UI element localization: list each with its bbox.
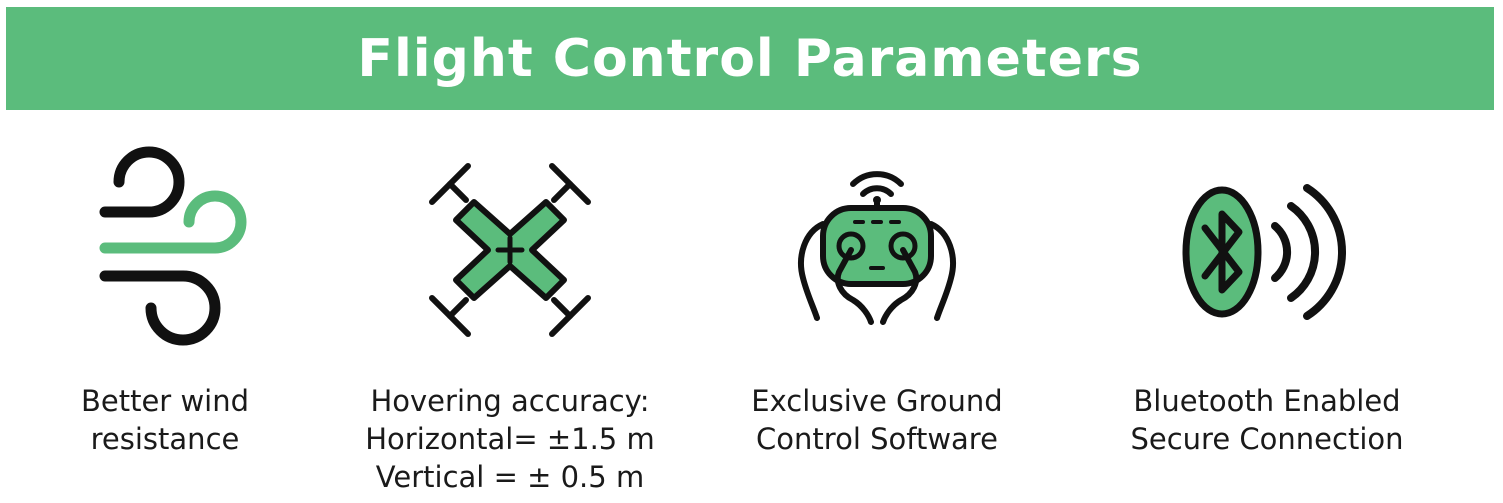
feature-caption: Better wind resistance [0,382,345,458]
caption-line: Better wind [80,384,250,418]
title-banner: Flight Control Parameters [6,7,1494,110]
feature-wind-resistance: Better wind resistance [0,146,345,500]
caption-line: Bluetooth Enabled [1133,384,1401,418]
caption-line: Exclusive Ground [751,384,1003,418]
caption-line: Horizontal= ±1.5 m [365,422,655,456]
feature-caption: Exclusive Ground Control Software [697,382,1057,458]
feature-bluetooth-connection: Bluetooth Enabled Secure Connection [1087,160,1447,500]
feature-caption: Bluetooth Enabled Secure Connection [1087,382,1447,458]
bluetooth-icon [1182,184,1346,320]
caption-line: Secure Connection [1130,422,1404,456]
remote-controller-icon [798,171,956,325]
drone-icon [429,163,591,337]
feature-caption: Hovering accuracy: Horizontal= ±1.5 m Ve… [330,382,690,496]
caption-line: Hovering accuracy: [370,384,650,418]
caption-line: Vertical = ± 0.5 m [375,460,645,494]
caption-line: resistance [90,422,240,456]
page-title: Flight Control Parameters [357,28,1143,89]
wind-icon [99,146,247,346]
feature-ground-control-software: Exclusive Ground Control Software [697,160,1057,500]
feature-hovering-accuracy: Hovering accuracy: Horizontal= ±1.5 m Ve… [330,160,690,500]
caption-line: Control Software [756,422,998,456]
